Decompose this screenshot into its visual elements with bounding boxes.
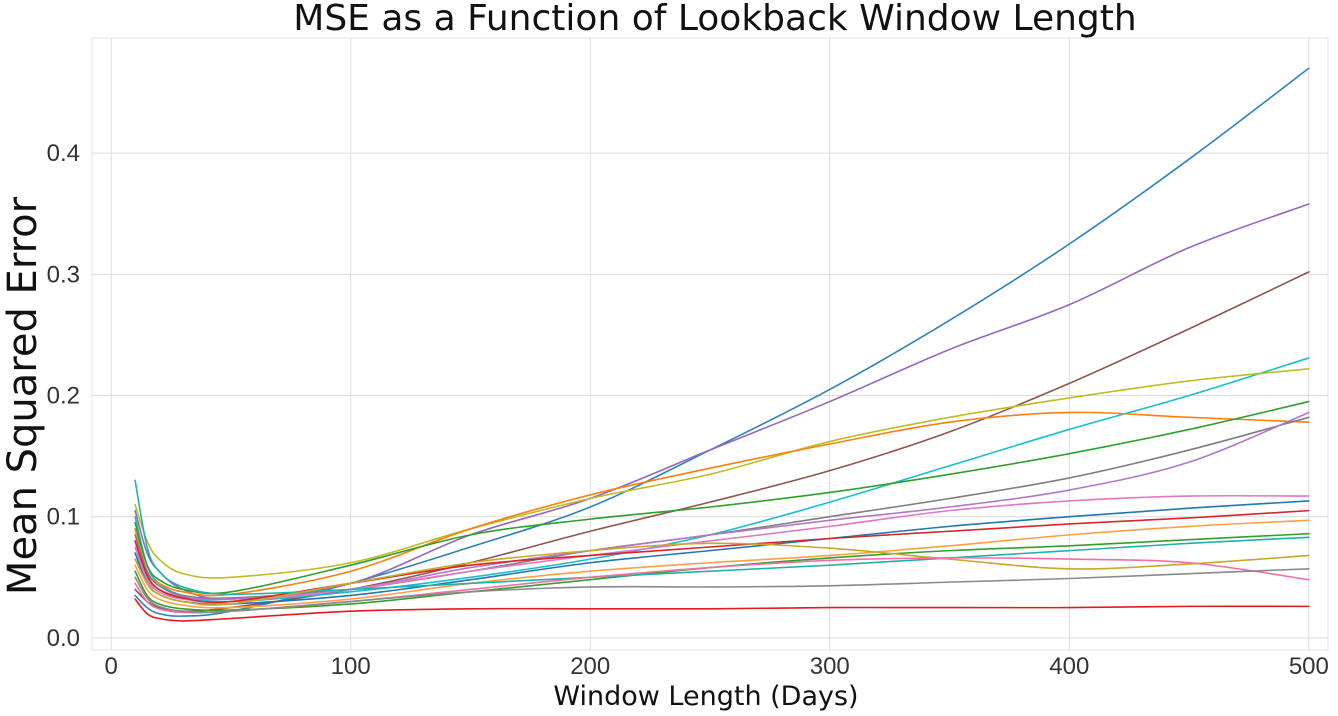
series-line-5 bbox=[134, 368, 1310, 579]
y-tick-label: 0.2 bbox=[47, 383, 80, 410]
series-line-7 bbox=[134, 400, 1310, 595]
series-line-16 bbox=[134, 542, 1310, 606]
series-line-17 bbox=[134, 557, 1310, 614]
x-tick-label: 300 bbox=[810, 653, 850, 680]
grid-lines bbox=[92, 38, 1328, 650]
y-tick-label: 0.4 bbox=[47, 140, 80, 167]
tick-labels: 0 100 200 300 400 500 0.0 0.1 0.2 0.3 0.4 bbox=[47, 140, 1329, 680]
plot-area bbox=[91, 37, 1329, 651]
y-tick-label: 0.1 bbox=[47, 504, 80, 531]
x-axis-label: Window Length (Days) bbox=[553, 681, 858, 712]
x-tick-label: 500 bbox=[1289, 653, 1329, 680]
series-line-18 bbox=[134, 568, 1310, 613]
series-line-14 bbox=[134, 532, 1310, 612]
series-line-13 bbox=[134, 519, 1310, 609]
x-tick-label: 0 bbox=[104, 653, 117, 680]
series-line-12 bbox=[134, 509, 1310, 604]
y-tick-label: 0.0 bbox=[47, 625, 80, 652]
series-line-19 bbox=[134, 598, 1310, 622]
x-tick-label: 100 bbox=[331, 653, 371, 680]
series-line-1 bbox=[134, 67, 1310, 617]
series-lines bbox=[134, 67, 1310, 622]
y-axis-label: Mean Squared Error bbox=[0, 196, 46, 595]
x-tick-label: 200 bbox=[570, 653, 610, 680]
x-tick-label: 400 bbox=[1049, 653, 1089, 680]
chart-title: MSE as a Function of Lookback Window Len… bbox=[293, 0, 1136, 39]
series-line-6 bbox=[134, 411, 1310, 597]
y-tick-label: 0.3 bbox=[47, 261, 80, 288]
